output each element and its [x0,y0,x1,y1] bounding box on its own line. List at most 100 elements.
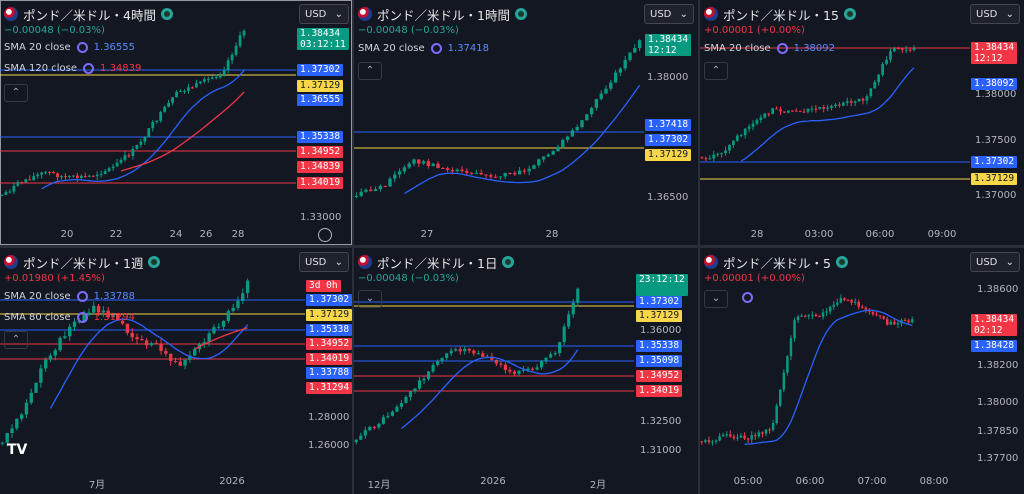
currency-dropdown[interactable]: USD ⌄ [970,252,1020,272]
candlestick-plot[interactable] [0,248,352,494]
chart-panel-1h[interactable]: ポンド／米ドル・1時間 −0.00048 (−0.03%) SMA 20 clo… [354,0,698,245]
sma-line[interactable] [744,309,913,445]
time-axis-label: 05:00 [733,476,763,487]
collapse-legend-button[interactable]: ⌄ [704,290,728,308]
sma-indicator-row[interactable]: SMA 20 close 1.38092 [704,43,835,54]
candle [221,320,226,330]
chevron-down-icon: ⌄ [1005,8,1014,20]
candle [399,400,404,410]
currency-dropdown[interactable]: USD ⌄ [970,4,1020,24]
candle [39,364,43,388]
candle [530,367,535,371]
candle [508,366,512,375]
settings-gear-icon[interactable] [318,228,332,242]
collapse-legend-button[interactable]: ⌄ [358,290,382,308]
sma-line[interactable] [401,349,579,430]
sma-label: SMA 20 close [358,43,425,54]
candle [111,163,115,172]
candle [889,48,892,63]
sma-line[interactable] [194,327,248,350]
candle [580,120,584,129]
candle [34,382,38,394]
market-open-icon [148,256,161,268]
candle [712,150,716,162]
sma-indicator-row[interactable]: SMA 20 close 1.36555 [4,42,135,53]
candle [242,29,246,39]
chart-panel-5m[interactable]: ポンド／米ドル・5 +0.00001 (+0.00%) ⌄ USD ⌄ 1.38… [700,248,1024,494]
symbol-title[interactable]: ポンド／米ドル・5 [723,255,831,271]
sma-indicator-row[interactable]: SMA 120 close 1.34839 [4,63,141,74]
candle [115,158,119,167]
sma-indicator-row[interactable]: SMA 20 close 1.37418 [358,43,489,54]
chart-panel-4h[interactable]: ポンド／米ドル・4時間 −0.00048 (−0.03%) SMA 20 clo… [0,0,352,245]
candle [517,370,521,377]
sma-line[interactable] [41,69,245,190]
indicator-settings-icon[interactable] [76,312,88,323]
chart-panel-15m[interactable]: ポンド／米ドル・15 +0.00001 (+0.00%) SMA 20 clos… [700,0,1024,245]
indicator-settings-icon[interactable] [742,292,753,303]
candle [167,99,171,108]
symbol-title[interactable]: ポンド／米ドル・1時間 [377,7,510,23]
price-tag: 1.37418 [645,119,692,131]
candle [143,136,147,146]
candle [214,74,218,80]
candle [896,46,900,50]
candle [68,175,71,179]
indicator-settings-icon[interactable] [430,43,442,54]
candle [183,359,187,370]
currency-dropdown[interactable]: USD ⌄ [644,4,694,24]
sma-indicator-row[interactable]: SMA 20 close 1.33788 [4,291,135,302]
sma-line[interactable] [740,67,915,162]
candle [609,79,613,92]
collapse-legend-button[interactable]: ⌃ [4,84,28,102]
tradingview-logo[interactable]: TV [7,442,28,458]
indicator-settings-icon[interactable] [776,43,788,54]
chart-panel-1d[interactable]: ポンド／米ドル・1日 −0.00048 (−0.03%) ⌄ 23:12:12 … [354,248,698,494]
chart-panel-1w[interactable]: ポンド／米ドル・1週 +0.01980 (+1.45%) SMA 20 clos… [0,248,352,494]
candle [838,102,841,108]
candle [455,168,459,173]
symbol-title[interactable]: ポンド／米ドル・4時間 [23,7,156,23]
currency-dropdown[interactable]: USD ⌄ [299,252,349,272]
sma-line[interactable] [120,91,245,172]
candle [467,348,471,354]
candle [503,172,507,180]
candle [871,311,875,316]
candlestick-plot[interactable] [354,248,698,494]
sma-line[interactable] [49,318,249,409]
candlestick-plot[interactable] [700,0,1024,245]
panel-divider[interactable] [0,245,1024,248]
candle [786,110,790,114]
candle [363,426,367,439]
candle [714,439,718,445]
candle [868,308,871,315]
panel-header: ポンド／米ドル・15 [704,4,856,24]
candle [783,111,786,114]
symbol-title[interactable]: ポンド／米ドル・15 [723,7,839,23]
candle [75,172,79,182]
candlestick-plot[interactable] [700,248,1024,494]
candle [720,152,723,158]
collapse-legend-button[interactable]: ⌃ [704,62,728,80]
price-axis-label: 1.38000 [647,72,689,83]
symbol-title[interactable]: ポンド／米ドル・1日 [377,255,498,271]
last-price-tag: 1.38434 12:12 [645,34,692,56]
candle [417,159,421,167]
currency-dropdown[interactable]: USD ⌄ [299,4,349,24]
collapse-legend-button[interactable]: ⌃ [358,62,382,80]
candle [458,346,462,355]
sma-line[interactable] [404,84,641,195]
symbol-title[interactable]: ポンド／米ドル・1週 [23,255,144,271]
candle [179,89,182,92]
sma-value: 1.37418 [447,43,490,54]
candle [64,173,67,180]
candlestick-plot[interactable] [0,0,352,245]
candle [754,432,757,441]
candle [481,350,485,358]
sma-indicator-row[interactable]: SMA 80 close 1.31294 [4,312,135,323]
indicator-settings-icon[interactable] [83,63,95,74]
collapse-legend-button[interactable]: ⌃ [4,331,28,349]
candlestick-plot[interactable] [354,0,698,245]
indicator-settings-icon[interactable] [76,42,88,53]
indicator-settings-icon[interactable] [76,291,88,302]
